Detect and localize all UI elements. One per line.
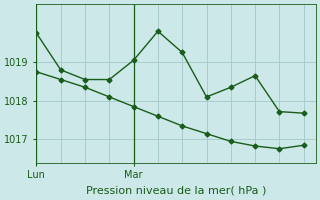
X-axis label: Pression niveau de la mer( hPa ): Pression niveau de la mer( hPa ) [86, 186, 266, 196]
